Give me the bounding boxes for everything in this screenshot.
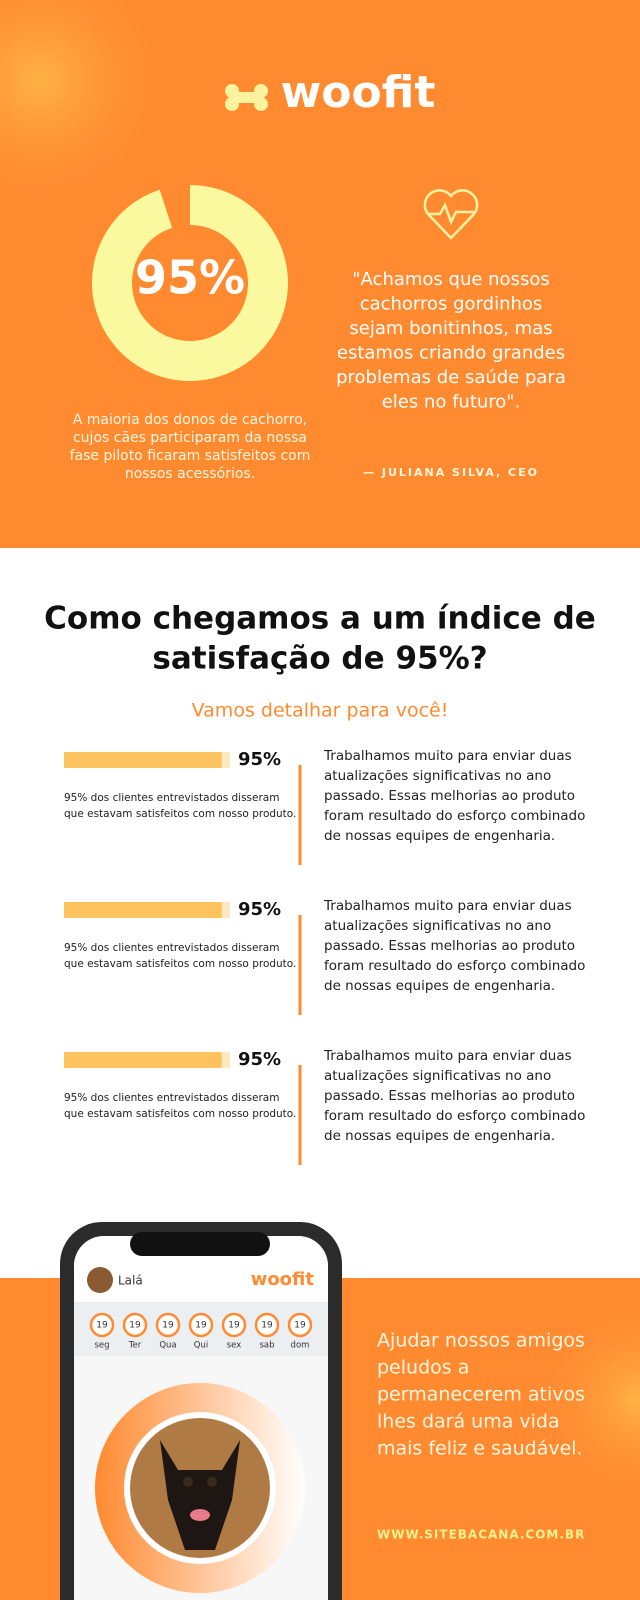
footer-text: lhes dará uma vida — [377, 1411, 560, 1433]
section-title: satisfação de 95%? — [152, 641, 487, 677]
caption: nossos acessórios. — [125, 466, 255, 482]
bone-icon — [225, 84, 268, 111]
glow — [530, 1290, 640, 1510]
caption: fase piloto ficaram satisfeitos com — [70, 448, 311, 464]
day-circle — [254, 1312, 280, 1338]
day-circle — [89, 1312, 115, 1338]
bar — [64, 1052, 222, 1068]
item-text: atualizações significativas no ano — [324, 1068, 551, 1084]
quote: "Achamos que nossos — [352, 269, 549, 290]
item-text: passado. Essas melhorias ao produto — [324, 788, 575, 804]
day-date: 19 — [294, 1321, 306, 1331]
item-text: Trabalhamos muito para enviar duas — [323, 748, 572, 764]
item-text: de nossas equipes de engenharia. — [324, 1128, 555, 1144]
note: que estavam satisfeitos com nosso produt… — [64, 958, 296, 970]
day-date: 19 — [261, 1321, 273, 1331]
day-date: 19 — [162, 1321, 174, 1331]
app-logo: woofit — [251, 1269, 315, 1290]
item-text: passado. Essas melhorias ao produto — [324, 938, 575, 954]
quote: estamos criando grandes — [337, 343, 565, 364]
footer-text: permanecerem ativos — [377, 1384, 585, 1406]
item-text: atualizações significativas no ano — [324, 918, 551, 934]
donut-label: 95% — [135, 251, 245, 305]
donut-arc — [91, 185, 288, 381]
bar-label: 95% — [238, 1049, 281, 1070]
quote: sejam bonitinhos, mas — [349, 318, 552, 339]
item-text: passado. Essas melhorias ao produto — [324, 1088, 575, 1104]
quote: cachorros gordinhos — [360, 294, 543, 315]
heart-icon — [423, 189, 479, 240]
footer-url: WWW.SITEBACANA.COM.BR — [377, 1528, 585, 1542]
item-text: foram resultado do esforço combinado — [324, 958, 585, 974]
day-date: 19 — [96, 1321, 108, 1331]
note: 95% dos clientes entrevistados disseram — [64, 792, 279, 804]
day-circle — [221, 1312, 247, 1338]
day-circle — [188, 1312, 214, 1338]
day-name: Qui — [194, 1341, 208, 1351]
bar — [64, 902, 222, 918]
phone-screen — [74, 1236, 328, 1600]
note: que estavam satisfeitos com nosso produt… — [64, 808, 296, 820]
footer-text: mais feliz e saudável. — [377, 1438, 583, 1460]
day-date: 19 — [129, 1321, 141, 1331]
footer-text: peludos a — [377, 1357, 469, 1379]
caption: A maioria dos donos de cachorro, — [73, 412, 308, 428]
note: 95% dos clientes entrevistados disseram — [64, 942, 279, 954]
day-name: seg — [94, 1341, 109, 1351]
item-text: de nossas equipes de engenharia. — [324, 978, 555, 994]
bar — [64, 752, 222, 768]
logo: woofit — [281, 67, 436, 118]
quote-author: — JULIANA SILVA, CEO — [363, 466, 539, 479]
caption: cujos cães participaram da nossa — [73, 430, 307, 446]
day-name: Ter — [128, 1341, 142, 1351]
bar-label: 95% — [238, 749, 281, 770]
glow — [0, 0, 180, 220]
day-name: sab — [259, 1341, 274, 1351]
day-name: dom — [291, 1341, 310, 1351]
item-text: foram resultado do esforço combinado — [324, 1108, 585, 1124]
item-text: Trabalhamos muito para enviar duas — [323, 1048, 572, 1064]
day-date: 19 — [228, 1321, 240, 1331]
day-circle — [287, 1312, 313, 1338]
day-circle — [122, 1312, 148, 1338]
phone-notch — [130, 1232, 270, 1256]
day-name: sex — [227, 1341, 242, 1351]
quote: problemas de saúde para — [336, 367, 566, 388]
day-circle — [155, 1312, 181, 1338]
bar-label: 95% — [238, 899, 281, 920]
footer-text: Ajudar nossos amigos — [377, 1330, 585, 1352]
day-date: 19 — [195, 1321, 207, 1331]
item-text: atualizações significativas no ano — [324, 768, 551, 784]
quote: eles no futuro". — [382, 392, 521, 413]
app-user: Lalá — [118, 1274, 143, 1288]
section-subtitle: Vamos detalhar para você! — [192, 700, 449, 722]
item-text: de nossas equipes de engenharia. — [324, 828, 555, 844]
section-title: Como chegamos a um índice de — [44, 601, 596, 637]
day-name: Qua — [159, 1341, 176, 1351]
item-text: foram resultado do esforço combinado — [324, 808, 585, 824]
item-text: Trabalhamos muito para enviar duas — [323, 898, 572, 914]
note: 95% dos clientes entrevistados disseram — [64, 1092, 279, 1104]
note: que estavam satisfeitos com nosso produt… — [64, 1108, 296, 1120]
